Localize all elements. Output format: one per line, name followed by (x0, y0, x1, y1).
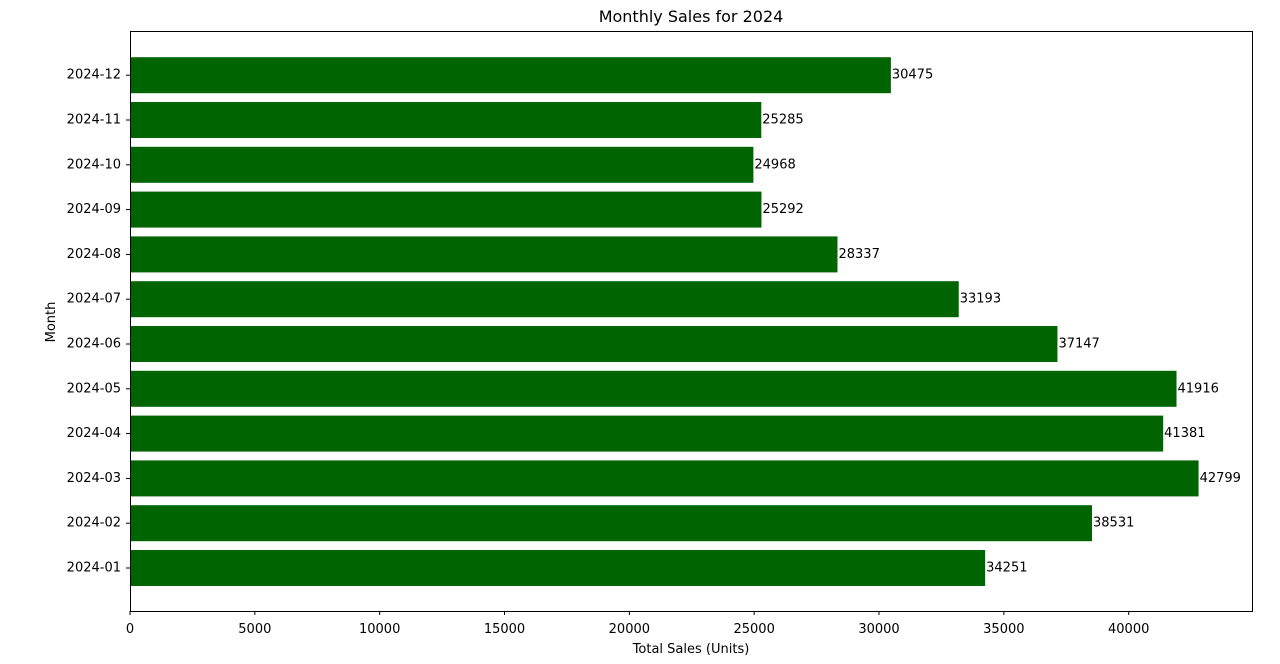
bar-2024-02 (130, 505, 1093, 542)
y-tick-label: 2024-03 (67, 471, 121, 486)
x-tick-label: 35000 (983, 622, 1024, 637)
x-tick-label: 10000 (359, 622, 400, 637)
y-tick-label: 2024-10 (67, 157, 121, 172)
y-axis-ticks: 2024-01 2024-02 2024-03 2024-04 2024-05 2024-… (67, 68, 130, 576)
bar-2024-06 (130, 326, 1058, 362)
data-label-2024-01: 34251 (986, 561, 1027, 576)
bar-2024-03 (130, 460, 1199, 497)
x-tick-label: 20000 (609, 622, 650, 637)
y-tick-label: 2024-09 (67, 202, 121, 217)
x-tick-label: 30000 (858, 622, 899, 637)
data-label-2024-07: 33193 (960, 292, 1001, 307)
bar-2024-10 (130, 146, 754, 183)
bar-2024-01 (130, 550, 986, 586)
y-tick-label: 2024-08 (67, 247, 121, 262)
plot-frame (130, 31, 1253, 612)
data-label-2024-02: 38531 (1093, 516, 1134, 531)
bar-2024-05 (130, 370, 1177, 407)
x-tick-label: 0 (126, 622, 134, 637)
bar-2024-07 (130, 281, 959, 318)
data-label-2024-11: 25285 (762, 113, 803, 128)
chart-title: Monthly Sales for 2024 (599, 7, 784, 26)
bars-group (130, 57, 1199, 586)
y-axis-label: Month (44, 302, 59, 343)
y-tick-label: 2024-01 (67, 561, 121, 576)
x-tick-label: 15000 (484, 622, 525, 637)
bar-2024-11 (130, 102, 762, 138)
bar-2024-04 (130, 415, 1164, 452)
bar-2024-12 (130, 57, 891, 94)
y-tick-label: 2024-12 (67, 68, 121, 83)
y-tick-label: 2024-04 (67, 426, 121, 441)
y-tick-label: 2024-06 (67, 337, 121, 352)
x-axis-ticks: 0 5000 10000 15000 20000 25000 30000 35000 40000 (126, 611, 1149, 637)
data-label-2024-06: 37147 (1058, 337, 1099, 352)
data-label-2024-04: 41381 (1164, 426, 1205, 441)
data-label-2024-09: 25292 (762, 202, 803, 217)
x-tick-label: 25000 (733, 622, 774, 637)
data-labels-group: 34251 38531 42799 41381 41916 37147 33193 28337… (754, 68, 1241, 576)
bar-2024-08 (130, 236, 838, 273)
x-tick-label: 40000 (1108, 622, 1149, 637)
y-tick-label: 2024-05 (67, 381, 121, 396)
y-tick-label: 2024-11 (67, 113, 121, 128)
x-tick-label: 5000 (238, 622, 271, 637)
y-tick-label: 2024-07 (67, 292, 121, 307)
data-label-2024-08: 28337 (838, 247, 879, 262)
data-label-2024-10: 24968 (754, 157, 795, 172)
bar-2024-09 (130, 191, 762, 228)
data-label-2024-05: 41916 (1178, 381, 1219, 396)
x-axis-label: Total Sales (Units) (632, 642, 750, 657)
y-tick-label: 2024-02 (67, 516, 121, 531)
data-label-2024-12: 30475 (892, 68, 933, 83)
data-label-2024-03: 42799 (1200, 471, 1241, 486)
